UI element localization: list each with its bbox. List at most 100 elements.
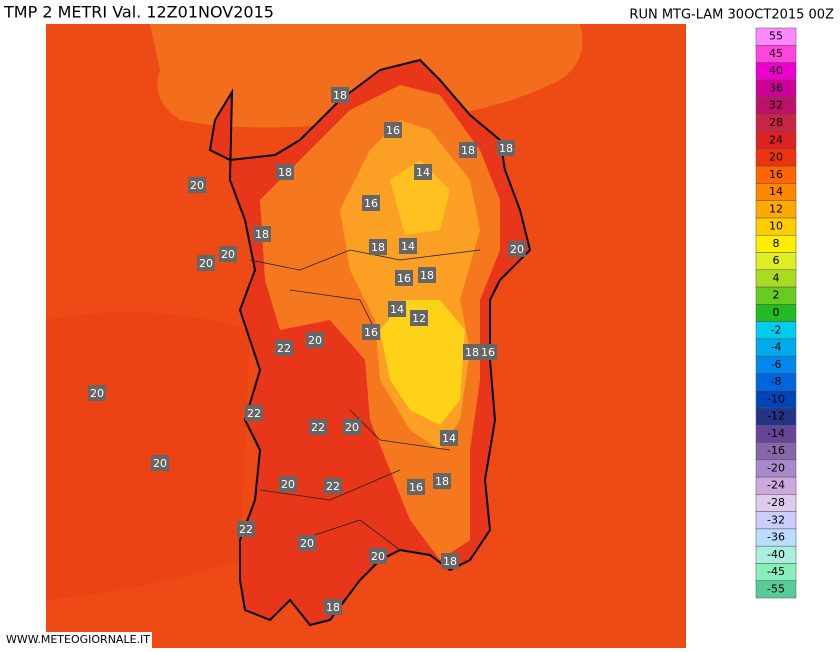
province-borders: [249, 249, 481, 551]
coastline: [208, 58, 532, 627]
contour-label: 20: [300, 537, 314, 550]
contour-label-bg: [407, 479, 425, 495]
contour-label: 22: [311, 421, 325, 434]
legend-label: 20: [769, 151, 783, 164]
cool-area: [390, 160, 450, 235]
contour-label: 20: [510, 243, 524, 256]
legend-label: -45: [767, 565, 785, 578]
contour-label: 16: [409, 481, 423, 494]
contour-label: 16: [481, 346, 495, 359]
legend-label: 45: [769, 47, 783, 60]
contour-label-bg: [441, 553, 459, 569]
legend-label: -14: [767, 427, 785, 440]
legend-label: 24: [769, 133, 783, 146]
legend: 55454036322824201614121086420-2-4-6-8-10…: [755, 27, 797, 599]
contour-label-bg: [88, 385, 106, 401]
contour-label: 18: [278, 166, 292, 179]
contour-label: 18: [499, 142, 513, 155]
contour-label-bg: [362, 195, 380, 211]
contour-label: 18: [435, 475, 449, 488]
footer-bg: [0, 632, 152, 648]
contour-label-bg: [369, 548, 387, 564]
contour-label: 16: [364, 326, 378, 339]
legend-label: -8: [771, 375, 782, 388]
legend-label: -32: [767, 513, 785, 526]
legend-label: 12: [769, 202, 783, 215]
contour-label-bg: [151, 455, 169, 471]
contour-label-bg: [418, 267, 436, 283]
legend-label: 36: [769, 81, 783, 94]
legend-label: -20: [767, 461, 785, 474]
contour-label: 16: [364, 197, 378, 210]
contour-label: 18: [461, 144, 475, 157]
contour-label: 22: [247, 407, 261, 420]
contour-label: 14: [401, 240, 415, 253]
contour-label-bg: [298, 535, 316, 551]
contour-label-bg: [459, 142, 477, 158]
contour-label-bg: [388, 301, 406, 317]
contour-label: 16: [397, 272, 411, 285]
contour-label: 20: [153, 457, 167, 470]
contour-label-bg: [508, 241, 526, 257]
legend-label: 2: [773, 289, 780, 302]
contour-label: 20: [190, 179, 204, 192]
legend-label: 10: [769, 220, 783, 233]
contour-label-bg: [414, 164, 432, 180]
contour-label: 18: [443, 555, 457, 568]
legend-label: -40: [767, 548, 785, 561]
contour-label-bg: [399, 238, 417, 254]
contour-label-bg: [331, 87, 349, 103]
contour-label-bg: [253, 226, 271, 242]
footer-url: WWW.METEOGIORNALE.IT: [6, 633, 150, 646]
legend-label: 16: [769, 168, 783, 181]
legend-label: -4: [771, 341, 782, 354]
contour-label-bg: [188, 177, 206, 193]
contour-label: 20: [345, 421, 359, 434]
legend-label: 6: [773, 254, 780, 267]
contour-label-bg: [479, 344, 497, 360]
contour-label: 14: [390, 303, 404, 316]
legend-label: 8: [773, 237, 780, 250]
map-title: TMP 2 METRI Val. 12Z01NOV2015: [3, 3, 274, 22]
legend-label: -16: [767, 444, 785, 457]
contour-label: 20: [371, 550, 385, 563]
legend-swatch: [755, 580, 797, 599]
contour-label: 18: [333, 89, 347, 102]
contour-label-bg: [497, 140, 515, 156]
contour-label-bg: [440, 430, 458, 446]
contour-label: 18: [465, 346, 479, 359]
contour-label-bg: [384, 122, 402, 138]
contour-label: 14: [442, 432, 456, 445]
legend-label: 32: [769, 99, 783, 112]
legend-label: 55: [769, 30, 783, 43]
legend-label: -36: [767, 531, 785, 544]
contour-label: 22: [326, 480, 340, 493]
contour-label: 18: [371, 241, 385, 254]
contour-label: 20: [90, 387, 104, 400]
coolest-area: [380, 300, 465, 425]
warm-sea-area: [150, 24, 583, 128]
legend-label: -55: [767, 582, 785, 595]
contour-label-bg: [237, 521, 255, 537]
contour-label-bg: [410, 310, 428, 326]
legend-label: -24: [767, 479, 785, 492]
contour-label-bg: [219, 246, 237, 262]
legend-label: -12: [767, 410, 785, 423]
contour-label-bg: [309, 419, 327, 435]
legend-label: -28: [767, 496, 785, 509]
contour-label-bg: [433, 473, 451, 489]
contour-label-bg: [197, 255, 215, 271]
legend-label: -10: [767, 392, 785, 405]
contour-label-bg: [324, 599, 342, 615]
contour-label-bg: [395, 270, 413, 286]
contour-label: 20: [199, 257, 213, 270]
legend-label: 0: [773, 306, 780, 319]
contour-label: 22: [277, 342, 291, 355]
legend-label: 40: [769, 64, 783, 77]
legend-label: 4: [773, 271, 780, 284]
contour-label: 14: [416, 166, 430, 179]
legend-label: -2: [771, 323, 782, 336]
